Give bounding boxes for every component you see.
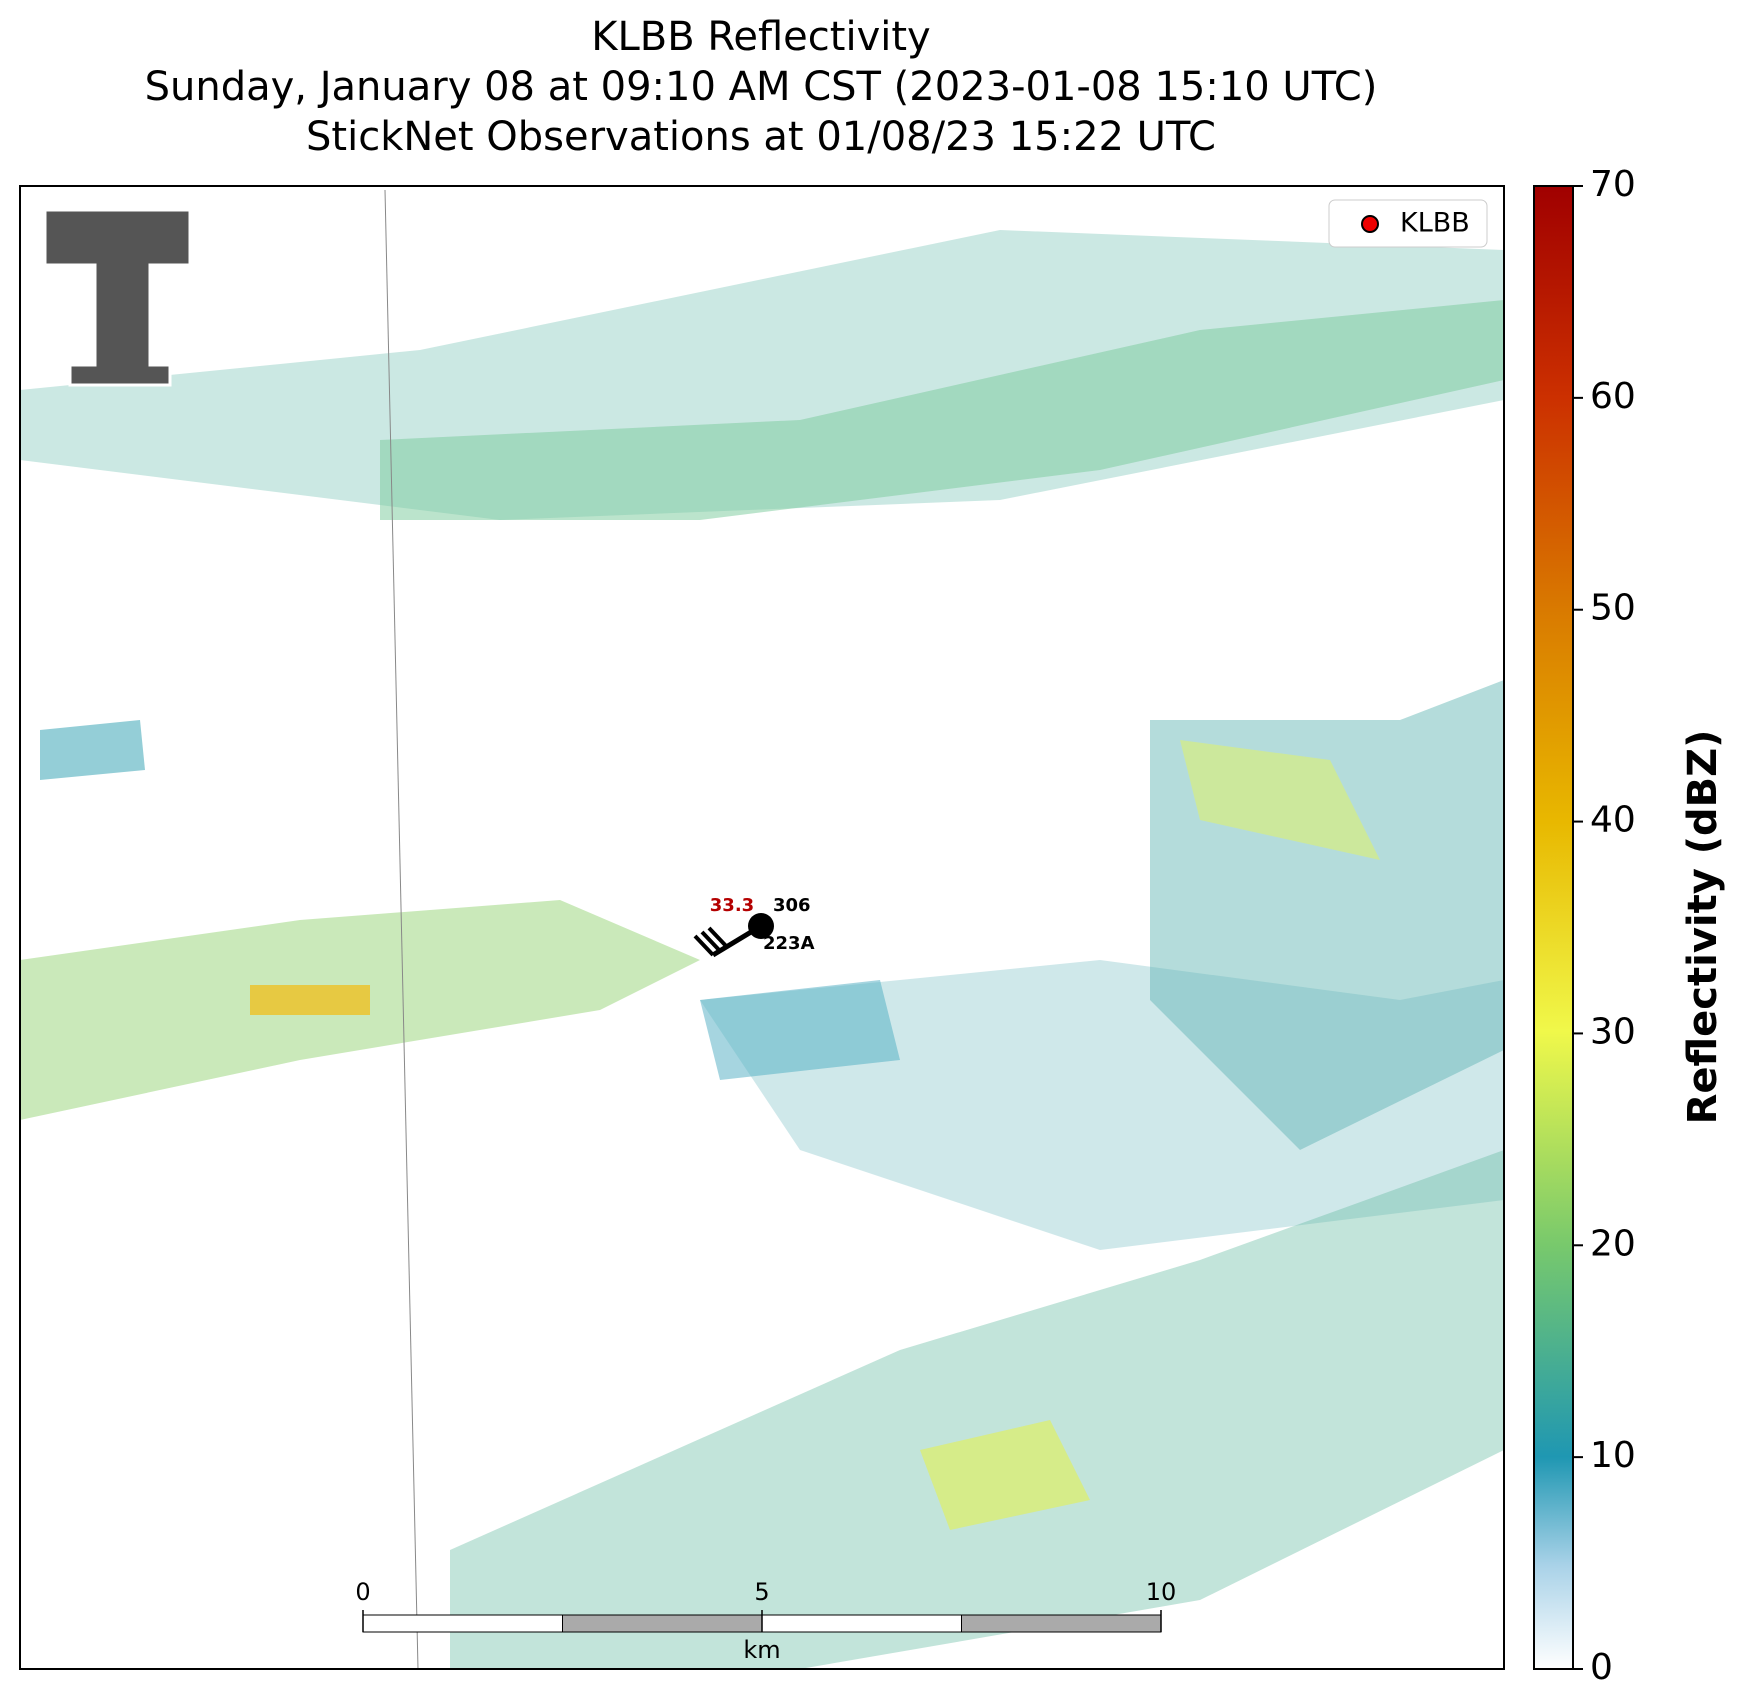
colorbar-tick-label: 10 xyxy=(1590,1435,1636,1476)
scalebar-segment xyxy=(562,1614,763,1633)
scalebar-tick-label: 5 xyxy=(754,1578,769,1606)
scalebar-unit: km xyxy=(743,1636,780,1664)
colorbar-tick-label: 30 xyxy=(1590,1011,1636,1052)
colorbar-tick-label: 70 xyxy=(1590,164,1636,205)
title: KLBB Reflectivity xyxy=(591,14,930,60)
scalebar-segment xyxy=(761,1614,962,1633)
colorbar-tick-label: 20 xyxy=(1590,1223,1636,1264)
pressure: 306 xyxy=(773,895,811,916)
obs-title: StickNet Observations at 01/08/23 15:22 … xyxy=(306,114,1216,160)
subtitle: Sunday, January 08 at 09:10 AM CST (2023… xyxy=(145,64,1378,110)
scalebar-tick-label: 0 xyxy=(355,1578,370,1606)
county-line xyxy=(384,189,419,1670)
scalebar-segment xyxy=(961,1614,1162,1633)
colorbar-tick-label: 50 xyxy=(1590,588,1636,629)
legend-label: KLBB xyxy=(1400,208,1470,239)
colorbar-tick-label: 60 xyxy=(1590,376,1636,417)
legend-marker xyxy=(1361,215,1379,233)
temperature: 33.3 xyxy=(710,895,754,916)
legend: KLBB xyxy=(1328,199,1488,248)
station-model: 33.3 306 223A xyxy=(693,895,815,958)
colorbar xyxy=(1533,185,1574,1670)
colorbar-ticks: 0 10 20 30 40 50 60 70 xyxy=(1573,164,1636,1688)
scalebar: 0 5 10 xyxy=(355,1578,1177,1633)
colorbar-tick-label: 0 xyxy=(1590,1647,1613,1688)
logo xyxy=(43,208,192,387)
colorbar-tick-label: 40 xyxy=(1590,800,1636,841)
plot-frame xyxy=(19,185,1505,1670)
scalebar-segment xyxy=(362,1614,563,1633)
station-id: 223A xyxy=(763,933,815,954)
colorbar-label: Reflectivity (dBZ) xyxy=(1680,730,1726,1125)
radar-field xyxy=(20,230,1504,1669)
scalebar-tick-label: 10 xyxy=(1146,1578,1177,1606)
